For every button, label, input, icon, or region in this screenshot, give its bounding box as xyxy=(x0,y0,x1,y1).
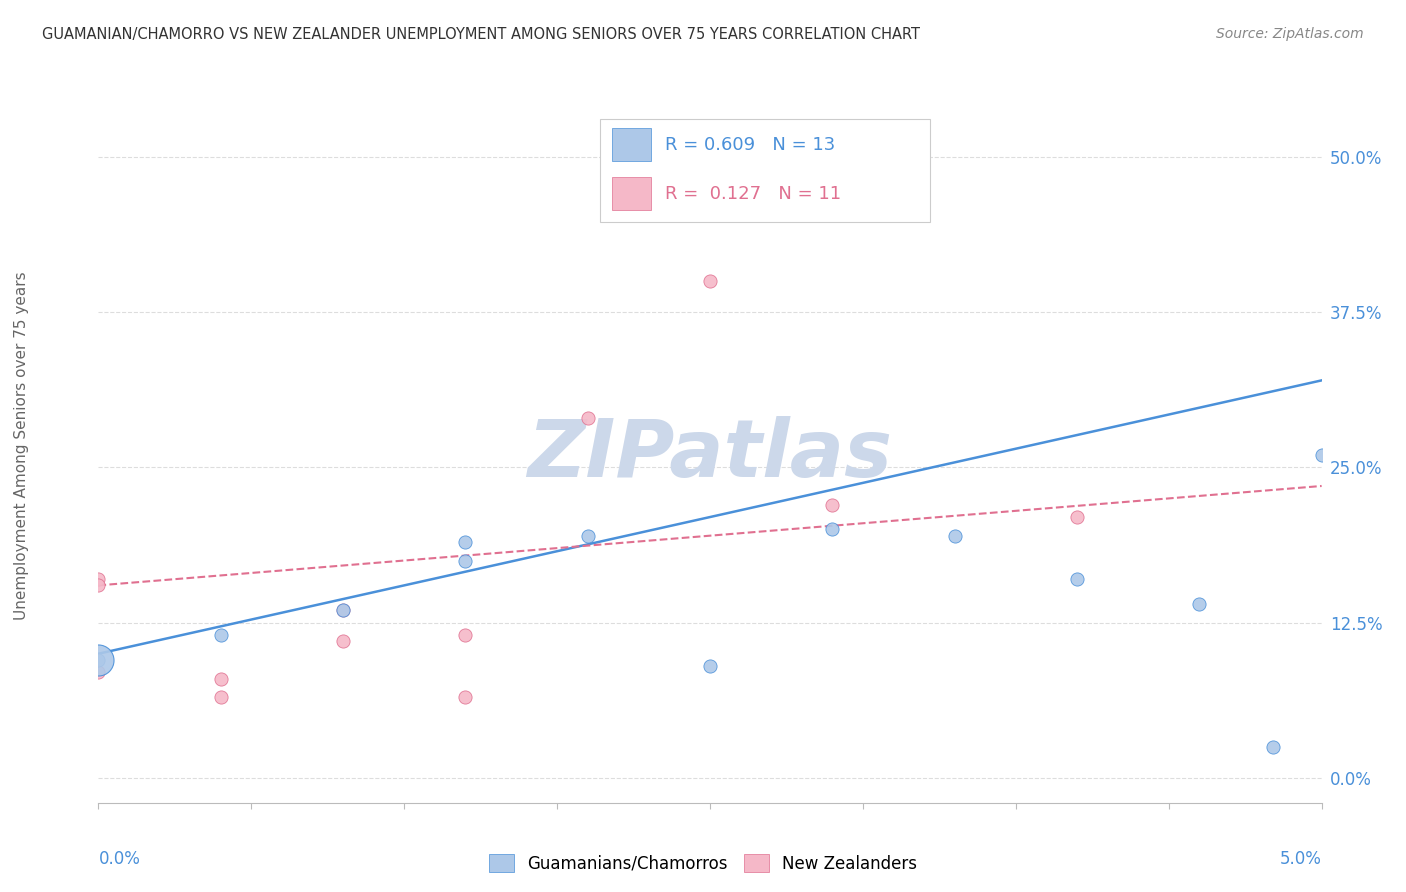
Point xyxy=(821,498,844,512)
Point xyxy=(87,653,110,667)
Legend: Guamanians/Chamorros, New Zealanders: Guamanians/Chamorros, New Zealanders xyxy=(482,847,924,880)
Point xyxy=(209,690,232,705)
Text: R =  0.127   N = 11: R = 0.127 N = 11 xyxy=(665,185,841,203)
Point xyxy=(943,529,966,543)
Point xyxy=(209,628,232,642)
Text: R = 0.609   N = 13: R = 0.609 N = 13 xyxy=(665,136,835,153)
Point xyxy=(454,553,477,567)
Text: ZIPatlas: ZIPatlas xyxy=(527,416,893,494)
Point xyxy=(454,628,477,642)
FancyBboxPatch shape xyxy=(600,119,931,222)
Point xyxy=(1066,572,1088,586)
Text: 5.0%: 5.0% xyxy=(1279,850,1322,868)
Point xyxy=(332,603,354,617)
Point xyxy=(87,578,110,592)
Point xyxy=(87,653,110,667)
Point xyxy=(87,665,110,680)
Point xyxy=(1188,597,1211,611)
Point xyxy=(699,274,721,288)
FancyBboxPatch shape xyxy=(612,177,651,210)
Point xyxy=(332,634,354,648)
Text: Unemployment Among Seniors over 75 years: Unemployment Among Seniors over 75 years xyxy=(14,272,28,620)
Text: GUAMANIAN/CHAMORRO VS NEW ZEALANDER UNEMPLOYMENT AMONG SENIORS OVER 75 YEARS COR: GUAMANIAN/CHAMORRO VS NEW ZEALANDER UNEM… xyxy=(42,27,920,42)
Point xyxy=(821,523,844,537)
Point xyxy=(1261,739,1284,754)
Point xyxy=(454,690,477,705)
Point xyxy=(1066,510,1088,524)
Point xyxy=(332,603,354,617)
Point xyxy=(699,659,721,673)
Point xyxy=(209,672,232,686)
Point xyxy=(454,534,477,549)
FancyBboxPatch shape xyxy=(612,128,651,161)
Point xyxy=(87,572,110,586)
Point xyxy=(576,410,599,425)
Point xyxy=(1310,448,1333,462)
Text: 0.0%: 0.0% xyxy=(98,850,141,868)
Point xyxy=(576,529,599,543)
Text: Source: ZipAtlas.com: Source: ZipAtlas.com xyxy=(1216,27,1364,41)
